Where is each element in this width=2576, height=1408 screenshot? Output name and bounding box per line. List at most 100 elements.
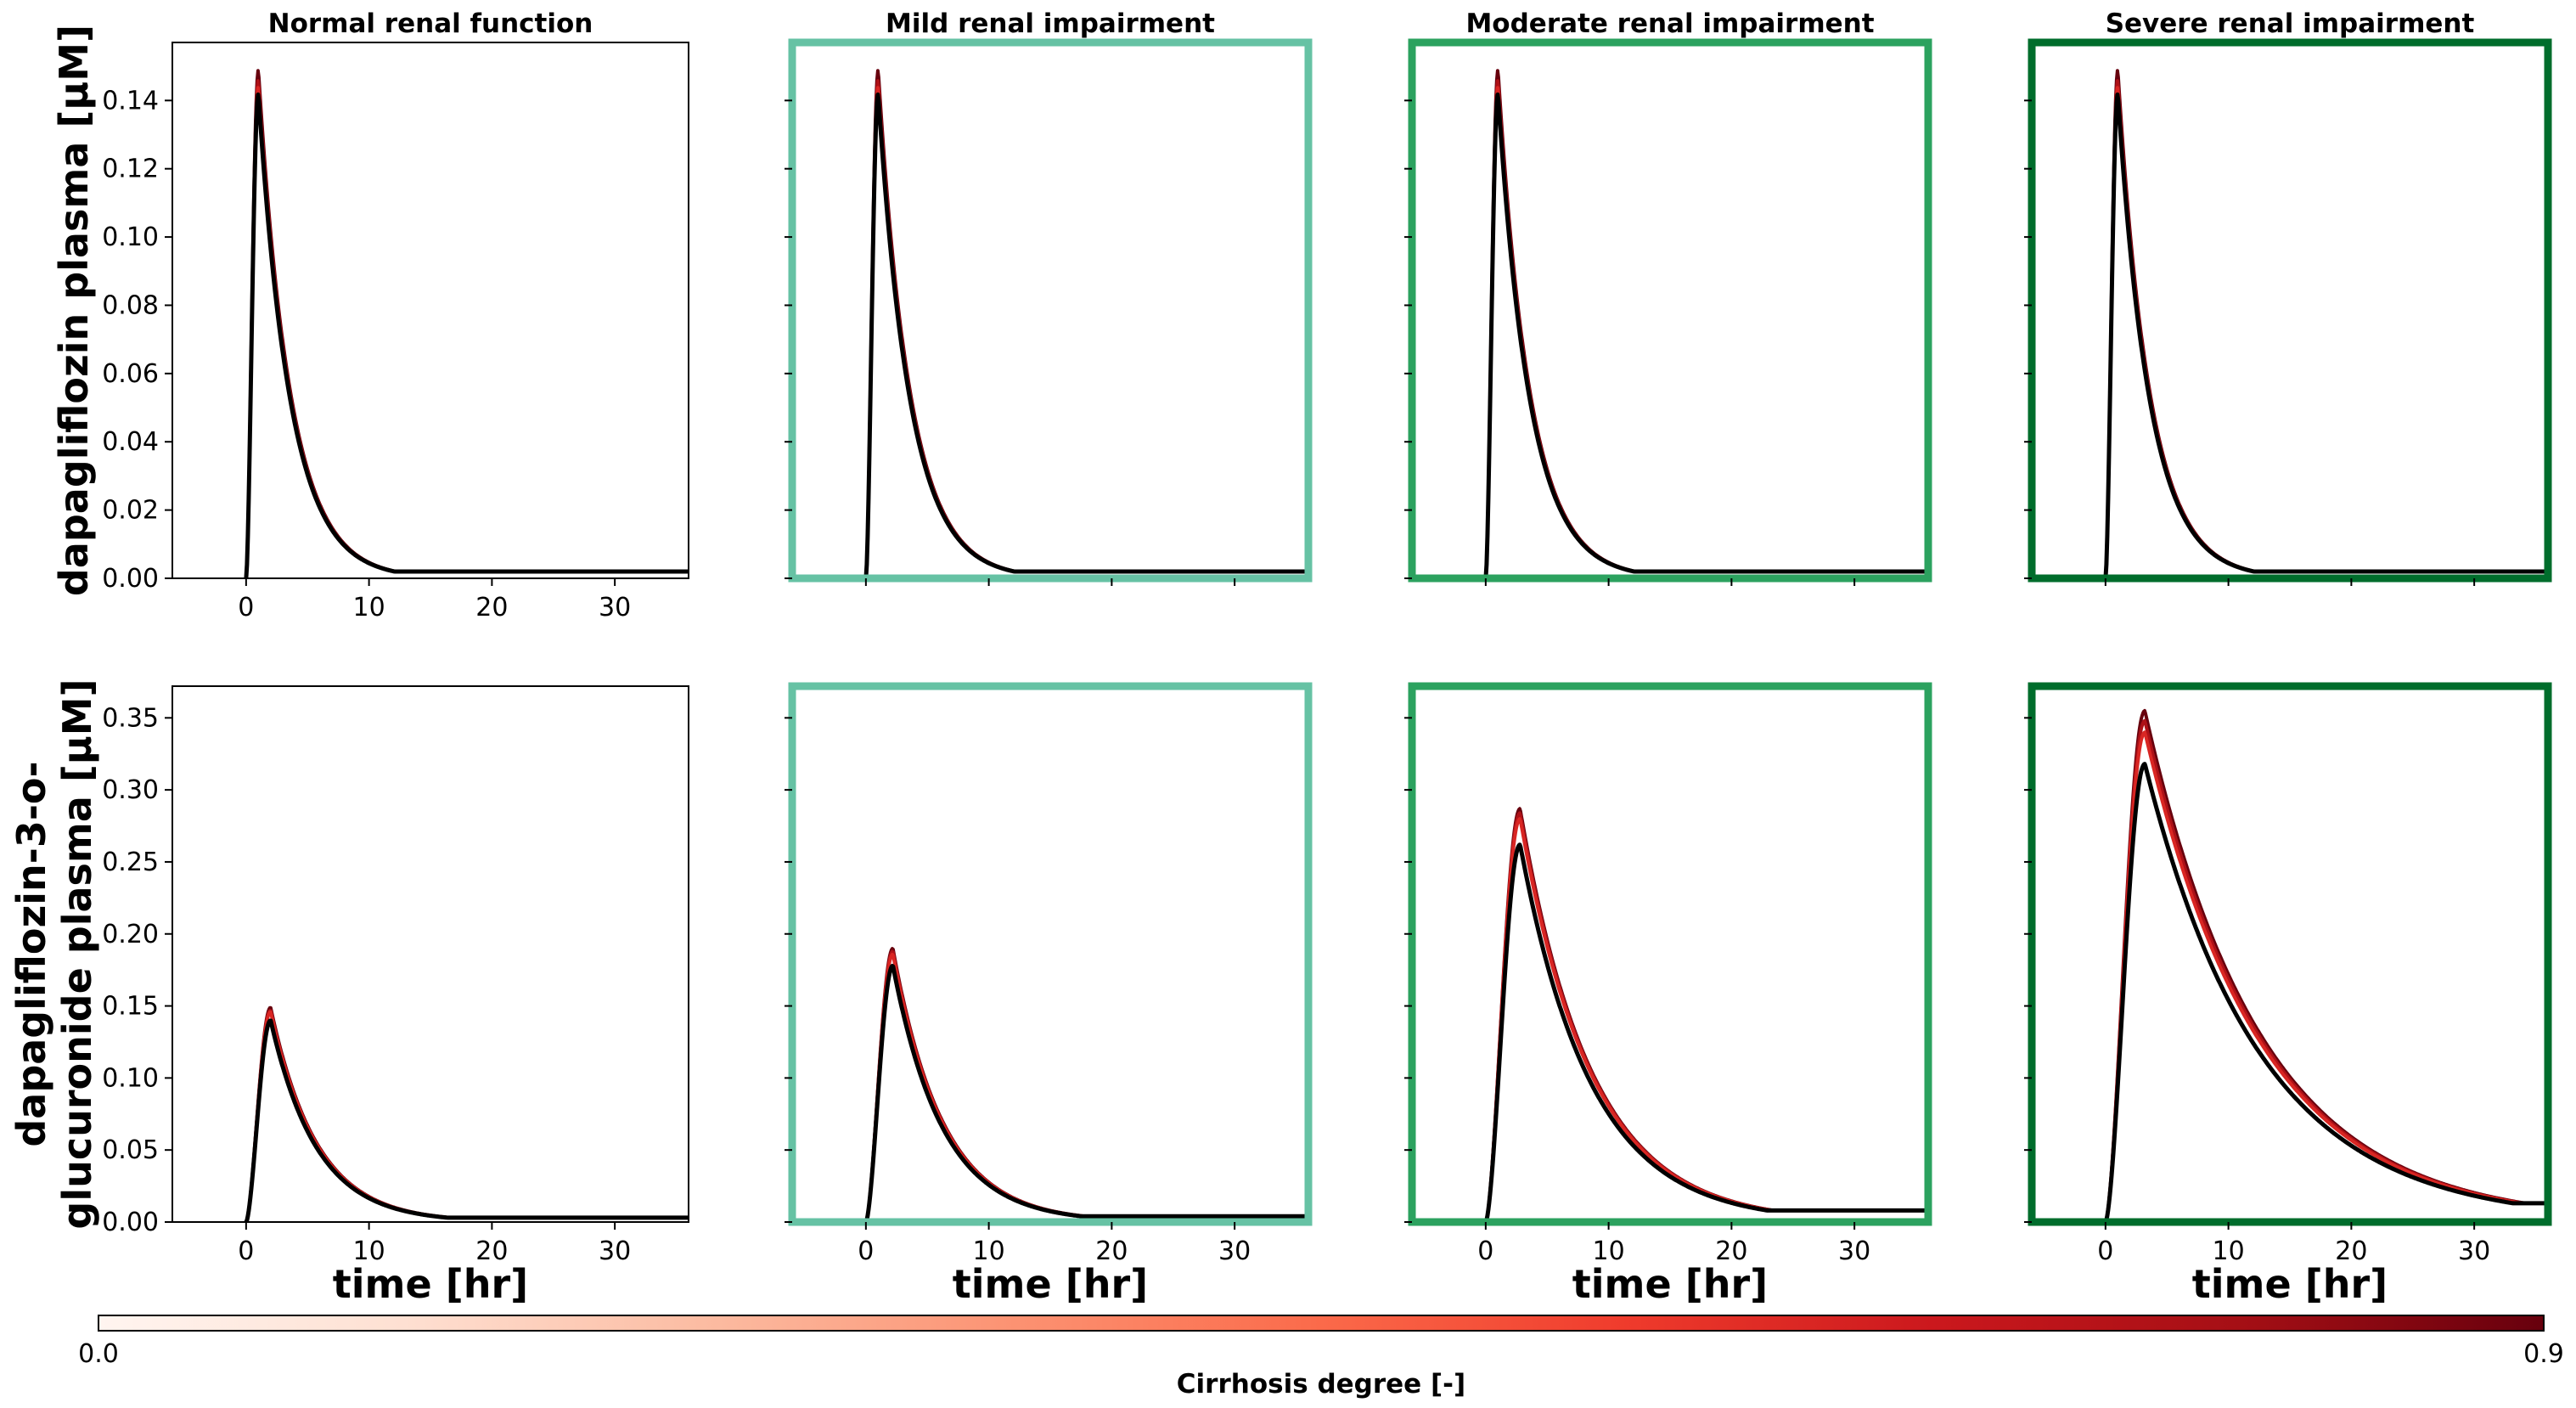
x-axis-label: time [hr] <box>2192 1261 2388 1307</box>
x-tick-label: 0 <box>1477 1236 1493 1266</box>
series-line-cirrhosis-0 <box>863 92 1310 579</box>
series-line-cirrhosis-0.6 <box>2104 718 2549 1223</box>
x-tick-label: 0 <box>2097 1236 2113 1266</box>
panel-frame <box>172 42 689 579</box>
y-tick-label: 0.15 <box>102 992 159 1022</box>
x-tick-label: 20 <box>1095 1236 1128 1266</box>
y-tick-label: 0.35 <box>102 703 159 733</box>
series-line-cirrhosis-0 <box>244 1018 690 1224</box>
series-line-cirrhosis-0.3 <box>2104 730 2549 1223</box>
y-axis-label: dapagliflozin plasma [µM] <box>51 25 97 596</box>
panel-frame <box>788 38 1313 583</box>
series-line-cirrhosis-0.3 <box>1484 817 1929 1223</box>
series-line-cirrhosis-0.6 <box>244 79 689 579</box>
x-axis-label: time [hr] <box>333 1261 528 1307</box>
x-tick-label: 30 <box>2458 1236 2490 1266</box>
x-tick-label: 20 <box>2335 1236 2367 1266</box>
y-tick-label: 0.00 <box>102 1208 159 1237</box>
x-tick-label: 20 <box>475 593 508 622</box>
colorbar-max-label: 0.9 <box>2523 1339 2564 1369</box>
series-line-cirrhosis-0.9 <box>244 69 689 579</box>
series-line-cirrhosis-0 <box>1483 842 1930 1223</box>
y-tick-label: 0.04 <box>102 427 159 457</box>
panel-frame <box>2028 682 2552 1226</box>
series-line-cirrhosis-0.9 <box>1484 807 1929 1223</box>
x-axis-label: time [hr] <box>1572 1261 1768 1307</box>
series-line-cirrhosis-0 <box>1483 92 1930 579</box>
y-tick-label: 0.14 <box>102 86 159 115</box>
series-line-cirrhosis-0.9 <box>2103 69 2549 579</box>
series-line-cirrhosis-0.3 <box>863 86 1309 579</box>
colorbar-min-label: 0.0 <box>78 1339 119 1369</box>
series-line-cirrhosis-0.6 <box>2103 79 2549 579</box>
series-line-cirrhosis-0.3 <box>245 1010 689 1223</box>
series-line-cirrhosis-0.9 <box>863 69 1309 579</box>
panel-bottom-2: 0 10 20 30 time [hr] <box>785 682 1313 1307</box>
panel-frame <box>1408 38 1932 583</box>
panel-frame <box>2028 38 2552 583</box>
colorbar: 0.0 0.9 Cirrhosis degree [-] <box>78 1315 2564 1400</box>
panel-bottom-1: 0 10 20 30 0.00 0.05 0.10 0.15 0.20 0.25 0.30 0.35 t… <box>8 679 690 1307</box>
x-tick-label: 30 <box>599 593 631 622</box>
x-tick-label: 0 <box>238 593 254 622</box>
series-line-cirrhosis-0.9 <box>864 947 1309 1223</box>
series-line-cirrhosis-0.6 <box>1483 79 1929 579</box>
y-tick-label: 0.25 <box>102 848 159 877</box>
colorbar-label: Cirrhosis degree [-] <box>1177 1369 1465 1400</box>
y-tick-label: 0.10 <box>102 1063 159 1093</box>
y-axis-label-line: dapagliflozin-3-o- <box>8 761 54 1146</box>
panel-title: Mild renal impairment <box>886 8 1215 39</box>
panel-bottom-3: 0 10 20 30 time [hr] <box>1404 682 1932 1307</box>
panel-title: Severe renal impairment <box>2106 8 2475 39</box>
x-tick-label: 30 <box>1838 1236 1870 1266</box>
panel-top-4: Severe renal impairment <box>2024 8 2552 586</box>
series-line-cirrhosis-0 <box>2103 92 2550 579</box>
series-line-cirrhosis-0 <box>2103 762 2550 1223</box>
y-tick-label: 0.06 <box>102 359 159 389</box>
y-tick-label: 0.02 <box>102 496 159 526</box>
panel-frame <box>788 682 1313 1226</box>
panel-frame <box>172 685 689 1223</box>
y-tick-label: 0.05 <box>102 1135 159 1165</box>
y-tick-label: 0.00 <box>102 564 159 594</box>
series-line-cirrhosis-0.6 <box>245 1009 689 1223</box>
x-tick-label: 0 <box>858 1236 874 1266</box>
panels: 0 10 20 30 0.00 0.02 0.04 0.06 0.08 0.10 0.12 0.14 N… <box>8 8 2552 1307</box>
y-axis-label-line: glucuronide plasma [µM] <box>54 679 100 1229</box>
x-tick-label: 10 <box>353 1236 385 1266</box>
series-line-cirrhosis-0 <box>863 963 1310 1223</box>
panel-top-2: Mild renal impairment <box>785 8 1313 586</box>
colorbar-gradient <box>98 1315 2545 1332</box>
x-tick-label: 10 <box>1593 1236 1625 1266</box>
series-line-cirrhosis-0.3 <box>1483 86 1929 579</box>
series-line-cirrhosis-0.9 <box>2104 708 2549 1223</box>
x-tick-label: 10 <box>2213 1236 2245 1266</box>
series-line-cirrhosis-0.3 <box>244 86 689 579</box>
x-tick-label: 10 <box>973 1236 1005 1266</box>
x-tick-label: 20 <box>1715 1236 1747 1266</box>
series-line-cirrhosis-0.6 <box>864 949 1309 1223</box>
series-line-cirrhosis-0.6 <box>863 79 1309 579</box>
y-tick-label: 0.30 <box>102 775 159 805</box>
panel-title: Moderate renal impairment <box>1465 8 1874 39</box>
series-line-cirrhosis-0.3 <box>2103 86 2549 579</box>
x-tick-label: 20 <box>475 1236 508 1266</box>
series-line-cirrhosis-0 <box>244 92 690 579</box>
panel-bottom-4: 0 10 20 30 time [hr] <box>2024 682 2552 1307</box>
panel-frame <box>1408 682 1932 1226</box>
series-line-cirrhosis-0.3 <box>864 952 1309 1223</box>
panel-top-3: Moderate renal impairment <box>1404 8 1932 586</box>
series-line-cirrhosis-0.9 <box>245 1005 689 1223</box>
x-tick-label: 10 <box>353 593 385 622</box>
x-axis-label: time [hr] <box>953 1261 1148 1307</box>
y-tick-label: 0.12 <box>102 155 159 184</box>
series-line-cirrhosis-0.9 <box>1483 69 1929 579</box>
y-tick-label: 0.10 <box>102 222 159 252</box>
x-tick-label: 30 <box>1218 1236 1251 1266</box>
panel-title: Normal renal function <box>268 8 593 39</box>
panel-top-1: 0 10 20 30 0.00 0.02 0.04 0.06 0.08 0.10 0.12 0.14 N… <box>51 8 690 622</box>
x-tick-label: 30 <box>599 1236 631 1266</box>
x-tick-label: 0 <box>238 1236 254 1266</box>
series-line-cirrhosis-0.6 <box>1484 811 1929 1223</box>
